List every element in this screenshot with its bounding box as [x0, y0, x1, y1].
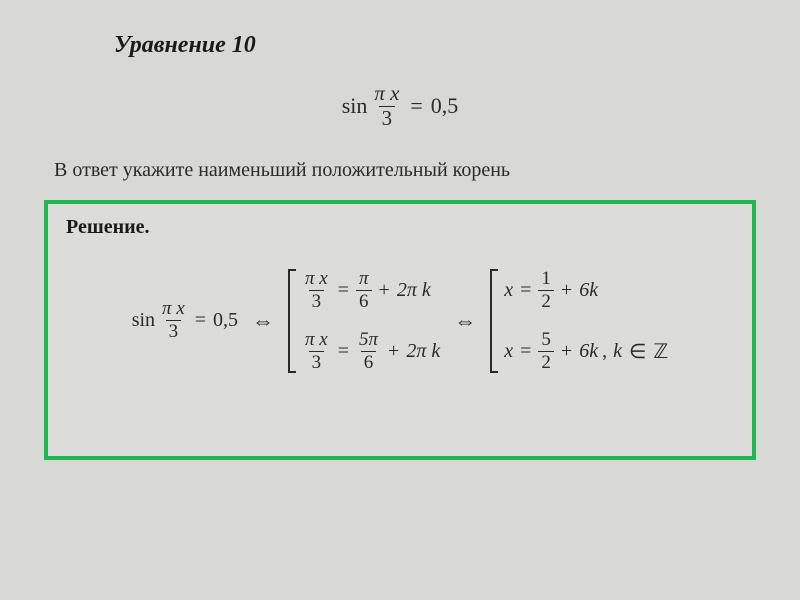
- right-cases: x = 1 2 + 6k x = 5 2: [504, 269, 668, 373]
- mc2-tail: 2π k: [406, 340, 440, 363]
- rc1-tail: 6k: [579, 279, 598, 302]
- left-eq: =: [192, 309, 209, 332]
- mc1-tail: 2π k: [397, 279, 431, 302]
- main-frac: π x 3: [371, 83, 402, 130]
- page-title: Уравнение 10: [114, 32, 756, 59]
- instruction-text: В ответ укажите наименьший положительный…: [54, 159, 756, 182]
- right-case-2: x = 5 2 + 6k , k ∈ ℤ: [504, 330, 668, 373]
- left-frac: π x 3: [159, 299, 188, 342]
- mc2-plus: +: [385, 340, 402, 363]
- mc2-eq: =: [335, 340, 352, 363]
- middle-cases: π x 3 = π 6 + 2π k π x: [302, 269, 440, 373]
- rc2-lhs: x: [504, 340, 513, 363]
- main-frac-num: π x: [371, 83, 402, 106]
- main-rhs: 0,5: [431, 93, 459, 119]
- middle-case-2: π x 3 = 5π 6 + 2π k: [302, 330, 440, 373]
- mc1-rden: 6: [356, 290, 372, 312]
- mc1-lden: 3: [309, 290, 325, 312]
- solution-box: Решение. sin π x 3 = 0,5 ⇔: [44, 200, 756, 460]
- rc2-in: ∈: [626, 339, 649, 364]
- mc1-eq: =: [335, 279, 352, 302]
- mc2-rnum: 5π: [356, 330, 381, 351]
- rc1-lhs: x: [504, 279, 513, 302]
- left-frac-num: π x: [159, 299, 188, 320]
- main-frac-den: 3: [379, 106, 395, 130]
- mc2-rden: 6: [361, 351, 377, 373]
- solution-left: sin π x 3 = 0,5: [132, 299, 238, 342]
- mc1-plus: +: [376, 279, 393, 302]
- left-rhs: 0,5: [213, 309, 238, 332]
- middle-case-1: π x 3 = π 6 + 2π k: [302, 269, 440, 312]
- page: Уравнение 10 sin π x 3 = 0,5 В ответ ука…: [0, 0, 800, 492]
- left-square-bracket-2: [490, 269, 498, 373]
- mc2-lnum: π x: [302, 330, 331, 351]
- left-square-bracket-1: [288, 269, 296, 373]
- left-frac-den: 3: [166, 320, 182, 342]
- mc1-lnum: π x: [302, 269, 331, 290]
- mc1-rnum: π: [356, 269, 372, 290]
- rc1-eq: =: [517, 279, 534, 302]
- right-case-1: x = 1 2 + 6k: [504, 269, 668, 312]
- middle-bracket-group: π x 3 = π 6 + 2π k π x: [288, 269, 440, 373]
- right-bracket-group: x = 1 2 + 6k x = 5 2: [490, 269, 668, 373]
- sin-func: sin: [342, 93, 368, 119]
- eq-sign: =: [406, 93, 426, 119]
- rc1-den: 2: [538, 290, 554, 312]
- rc2-k: k: [611, 340, 622, 363]
- rc2-num: 5: [538, 330, 554, 351]
- solution-label: Решение.: [66, 216, 734, 239]
- rc2-comma: ,: [602, 340, 607, 363]
- solution-body: sin π x 3 = 0,5 ⇔ π x 3: [66, 269, 734, 373]
- main-equation: sin π x 3 = 0,5: [44, 81, 756, 131]
- iff-2: ⇔: [448, 308, 482, 334]
- sin-func-left: sin: [132, 309, 155, 332]
- rc1-num: 1: [538, 269, 554, 290]
- rc2-tail: 6k: [579, 340, 598, 363]
- rc2-set: ℤ: [653, 339, 668, 364]
- iff-1: ⇔: [246, 308, 280, 334]
- mc2-lden: 3: [309, 351, 325, 373]
- rc2-eq: =: [517, 340, 534, 363]
- rc2-den: 2: [538, 351, 554, 373]
- rc1-plus: +: [558, 279, 575, 302]
- rc2-plus: +: [558, 340, 575, 363]
